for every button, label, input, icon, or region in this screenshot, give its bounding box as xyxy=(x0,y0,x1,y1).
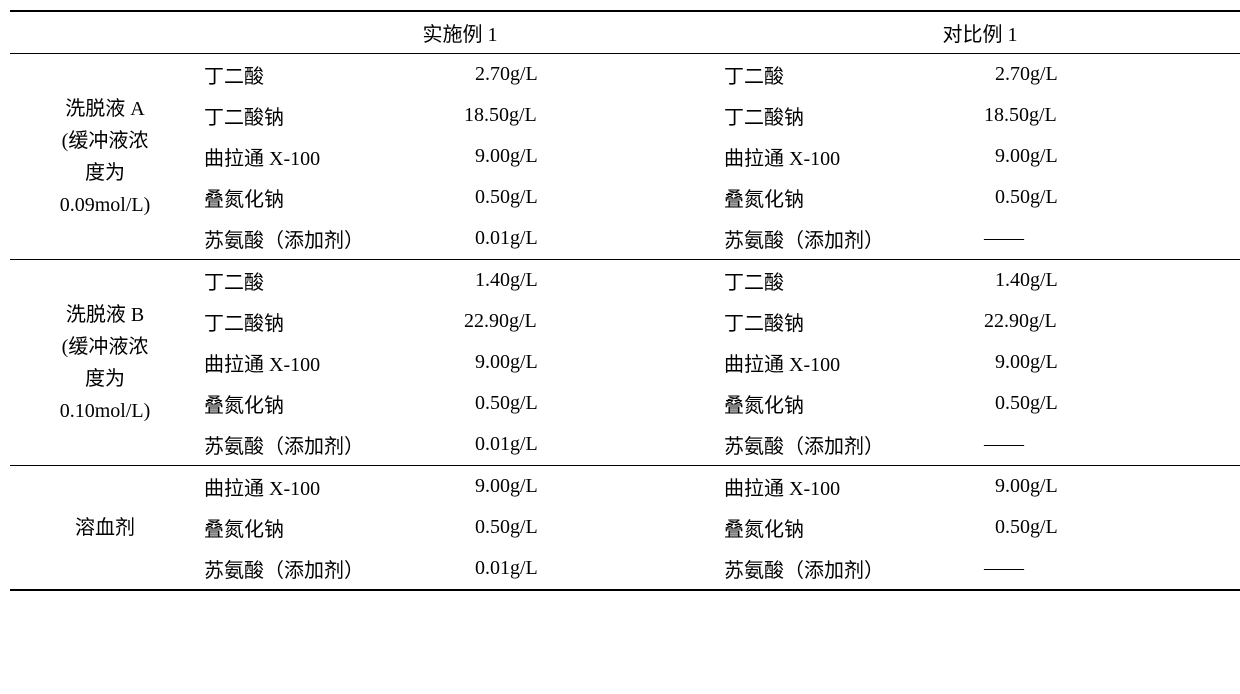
table-row: 洗脱液 B(缓冲液浓度为0.10mol/L)丁二酸1.40g/L丁二酸1.40g… xyxy=(10,260,1240,302)
ingredient-name: 叠氮化钠 xyxy=(200,383,460,424)
ingredient-value: 0.50g/L xyxy=(980,177,1240,218)
ingredient-value: 22.90g/L xyxy=(460,301,720,342)
ingredient-value: 9.00g/L xyxy=(980,342,1240,383)
ingredient-value: 0.50g/L xyxy=(460,507,720,548)
ingredient-name: 叠氮化钠 xyxy=(720,177,980,218)
ingredient-name: 丁二酸 xyxy=(200,260,460,302)
ingredient-name: 苏氨酸（添加剂） xyxy=(720,548,980,590)
header-compare-1: 对比例 1 xyxy=(720,11,1240,54)
section-label: 洗脱液 B(缓冲液浓度为0.10mol/L) xyxy=(10,260,200,466)
ingredient-name: 丁二酸 xyxy=(720,260,980,302)
ingredient-value: 1.40g/L xyxy=(460,260,720,302)
ingredient-name: 丁二酸 xyxy=(200,54,460,96)
composition-table: 实施例 1对比例 1洗脱液 A(缓冲液浓度为0.09mol/L)丁二酸2.70g… xyxy=(10,10,1240,591)
ingredient-value: 2.70g/L xyxy=(460,54,720,96)
ingredient-value: 9.00g/L xyxy=(460,466,720,508)
ingredient-value: —— xyxy=(980,218,1240,260)
ingredient-value: 0.01g/L xyxy=(460,548,720,590)
header-empty-cell xyxy=(10,11,200,54)
ingredient-value: 2.70g/L xyxy=(980,54,1240,96)
ingredient-value: 9.00g/L xyxy=(460,136,720,177)
ingredient-value: 22.90g/L xyxy=(980,301,1240,342)
ingredient-value: 0.50g/L xyxy=(460,177,720,218)
ingredient-value: 18.50g/L xyxy=(980,95,1240,136)
header-example-1: 实施例 1 xyxy=(200,11,720,54)
ingredient-value: 0.50g/L xyxy=(460,383,720,424)
ingredient-value: 0.01g/L xyxy=(460,218,720,260)
ingredient-value: —— xyxy=(980,548,1240,590)
ingredient-name: 曲拉通 X-100 xyxy=(200,342,460,383)
table-header-row: 实施例 1对比例 1 xyxy=(10,11,1240,54)
section-label: 洗脱液 A(缓冲液浓度为0.09mol/L) xyxy=(10,54,200,260)
ingredient-value: 18.50g/L xyxy=(460,95,720,136)
ingredient-value: 9.00g/L xyxy=(980,136,1240,177)
ingredient-name: 苏氨酸（添加剂） xyxy=(200,218,460,260)
ingredient-value: 0.50g/L xyxy=(980,507,1240,548)
ingredient-name: 苏氨酸（添加剂） xyxy=(720,218,980,260)
ingredient-name: 曲拉通 X-100 xyxy=(720,466,980,508)
ingredient-value: 0.50g/L xyxy=(980,383,1240,424)
ingredient-name: 曲拉通 X-100 xyxy=(200,466,460,508)
table-row: 溶血剂曲拉通 X-1009.00g/L曲拉通 X-1009.00g/L xyxy=(10,466,1240,508)
ingredient-name: 叠氮化钠 xyxy=(200,507,460,548)
ingredient-name: 苏氨酸（添加剂） xyxy=(720,424,980,466)
ingredient-name: 曲拉通 X-100 xyxy=(720,136,980,177)
ingredient-name: 丁二酸钠 xyxy=(200,301,460,342)
ingredient-value: 1.40g/L xyxy=(980,260,1240,302)
ingredient-name: 曲拉通 X-100 xyxy=(200,136,460,177)
ingredient-name: 叠氮化钠 xyxy=(200,177,460,218)
ingredient-name: 曲拉通 X-100 xyxy=(720,342,980,383)
ingredient-name: 叠氮化钠 xyxy=(720,383,980,424)
ingredient-value: 9.00g/L xyxy=(460,342,720,383)
ingredient-name: 丁二酸钠 xyxy=(720,95,980,136)
ingredient-value: 0.01g/L xyxy=(460,424,720,466)
ingredient-value: —— xyxy=(980,424,1240,466)
ingredient-name: 丁二酸钠 xyxy=(720,301,980,342)
ingredient-name: 丁二酸 xyxy=(720,54,980,96)
section-label: 溶血剂 xyxy=(10,466,200,591)
ingredient-value: 9.00g/L xyxy=(980,466,1240,508)
table-row: 洗脱液 A(缓冲液浓度为0.09mol/L)丁二酸2.70g/L丁二酸2.70g… xyxy=(10,54,1240,96)
ingredient-name: 苏氨酸（添加剂） xyxy=(200,548,460,590)
ingredient-name: 苏氨酸（添加剂） xyxy=(200,424,460,466)
ingredient-name: 丁二酸钠 xyxy=(200,95,460,136)
ingredient-name: 叠氮化钠 xyxy=(720,507,980,548)
